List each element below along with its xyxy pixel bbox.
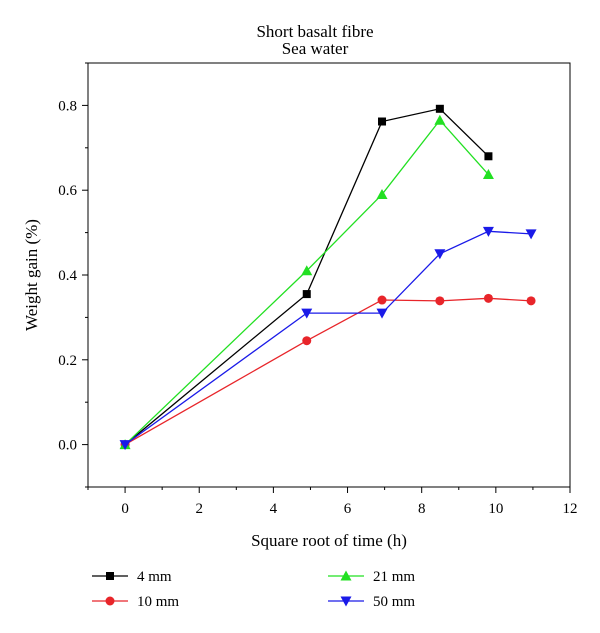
data-point [378,117,387,126]
data-point [301,308,313,319]
data-point [484,152,493,161]
data-point [376,188,388,199]
y-axis-label: Weight gain (%) [22,219,41,331]
series-21-mm [119,114,494,450]
chart-title: Short basalt fibre [256,22,373,41]
x-axis-label: Square root of time (h) [251,531,407,550]
x-tick-label: 4 [270,501,278,517]
y-tick-label: 0.2 [58,353,77,369]
plot-frame [87,62,571,488]
data-point [377,295,387,305]
data-point [435,296,445,306]
series-layer [119,104,537,451]
legend-marker [340,570,352,581]
data-point [526,296,536,306]
legend-item: 4 mm [92,569,172,585]
data-point [525,229,537,240]
series-50-mm [119,226,537,451]
data-point [301,265,313,276]
legend-label: 50 mm [373,594,415,610]
data-point [302,336,312,346]
x-tick-label: 0 [121,501,129,517]
series-line [124,108,489,446]
legend-item: 50 mm [328,594,415,610]
y-axis: 0.0 0.2 0.4 0.6 0.8 [58,62,88,488]
series-4-mm [121,104,493,449]
x-axis: 0 2 4 6 8 10 12 [87,487,578,517]
x-tick-label: 6 [344,501,352,517]
x-tick-label: 12 [563,501,578,517]
series-line [124,297,532,446]
series-line [124,230,532,446]
data-point [119,440,131,451]
data-point [483,293,493,303]
legend: 4 mm 10 mm 21 mm 50 mm [92,569,415,610]
y-tick-label: 0.8 [58,98,77,114]
series-line [124,119,489,446]
y-tick-label: 0.0 [58,438,77,454]
legend-label: 21 mm [373,569,415,585]
data-point [435,104,444,113]
data-point [434,249,446,260]
y-tick-label: 0.4 [58,268,77,284]
legend-marker [340,596,352,607]
x-tick-label: 10 [488,501,503,517]
data-point [302,290,311,299]
series-10-mm [120,293,536,450]
data-point [482,226,494,237]
legend-label: 4 mm [137,569,172,585]
y-tick-label: 0.6 [58,183,77,199]
legend-item: 21 mm [328,569,415,585]
data-point [434,114,446,125]
legend-marker [105,596,115,606]
data-point [482,169,494,180]
data-point [376,308,388,319]
legend-label: 10 mm [137,594,179,610]
x-tick-label: 2 [195,501,203,517]
legend-item: 10 mm [92,594,179,610]
chart-subtitle: Sea water [282,39,349,58]
x-tick-label: 8 [418,501,426,517]
legend-marker [106,572,114,580]
